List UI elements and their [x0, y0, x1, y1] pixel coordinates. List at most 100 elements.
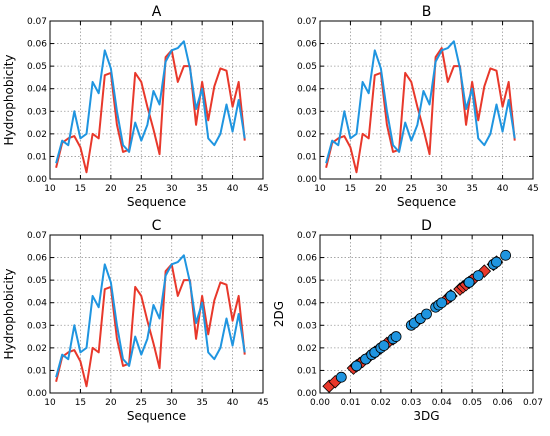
x-tick-label: 25 [136, 398, 147, 408]
y-tick-label: 0.03 [297, 107, 317, 117]
x-tick-label: 40 [497, 184, 509, 194]
y-tick-label: 0.07 [297, 231, 317, 241]
x-tick-label: 35 [196, 398, 207, 408]
series-line-blue [325, 40, 516, 164]
x-tick-label: 20 [105, 184, 117, 194]
x-tick-label: 30 [166, 184, 178, 194]
x-tick-label: 40 [227, 398, 239, 408]
y-tick-label: 0.01 [297, 366, 317, 376]
panel-title: C [152, 218, 162, 234]
y-tick-label: 0.00 [27, 175, 47, 185]
x-tick-label: 0.02 [371, 398, 391, 408]
x-tick-label: 10 [44, 398, 56, 408]
scatter-point-blue [463, 276, 475, 288]
y-axis-label: 2DG [272, 301, 286, 327]
y-tick-label: 0.03 [297, 321, 317, 331]
plot-frame [49, 20, 264, 180]
panel-title: B [422, 4, 432, 20]
x-axis-label: 3DG [413, 409, 439, 423]
y-tick-label: 0.04 [297, 299, 317, 309]
scatter-point-blue [335, 371, 347, 383]
x-tick-label: 40 [227, 184, 239, 194]
y-tick-label: 0.03 [27, 321, 47, 331]
x-axis-label: Sequence [127, 409, 186, 423]
x-tick-label: 0.06 [493, 398, 513, 408]
x-tick-label: 15 [75, 398, 86, 408]
y-tick-label: 0.06 [27, 254, 47, 264]
scatter-point-blue [445, 290, 457, 302]
series-line-red [325, 47, 516, 174]
y-tick-label: 0.05 [27, 62, 47, 72]
y-tick-label: 0.04 [27, 85, 47, 95]
y-tick-label: 0.06 [27, 40, 47, 50]
x-tick-label: 25 [136, 184, 147, 194]
y-axis-label: Hydrophobicity [2, 268, 16, 359]
y-tick-label: 0.05 [27, 276, 47, 286]
x-tick-label: 35 [466, 184, 477, 194]
series-line-red [55, 263, 246, 388]
y-tick-label: 0.06 [297, 254, 317, 264]
x-tick-label: 20 [375, 184, 387, 194]
y-tick-label: 0.04 [297, 85, 317, 95]
y-tick-label: 0.07 [27, 17, 47, 27]
plot-frame [49, 234, 264, 394]
plot-frame [319, 20, 534, 180]
panel-d: 0.00 0.01 0.02 0.03 0.04 0.05 0.06 0.07 0.00 0.01… [272, 218, 543, 423]
series-line-blue [55, 40, 246, 164]
series-line-red [55, 49, 246, 174]
x-tick-label: 10 [314, 184, 326, 194]
series-line-blue [55, 254, 246, 378]
y-tick-label: 0.00 [297, 175, 317, 185]
x-tick-label: 45 [257, 398, 268, 408]
x-tick-label: 15 [75, 184, 86, 194]
y-tick-label: 0.02 [297, 344, 317, 354]
scatter-point-blue [436, 297, 448, 309]
plot-frame [319, 234, 534, 394]
x-tick-label: 15 [345, 184, 356, 194]
y-tick-label: 0.06 [297, 40, 317, 50]
x-axis-label: Sequence [127, 195, 186, 209]
x-tick-label: 35 [196, 184, 207, 194]
scatter-point-blue [421, 308, 432, 320]
x-tick-label: 10 [44, 184, 56, 194]
y-tick-label: 0.04 [27, 299, 47, 309]
y-tick-label: 0.03 [27, 107, 47, 117]
x-tick-label: 30 [436, 184, 448, 194]
x-tick-label: 0.00 [310, 398, 330, 408]
x-axis-label: Sequence [397, 195, 456, 209]
x-tick-label: 45 [257, 184, 268, 194]
y-tick-label: 0.02 [297, 130, 317, 140]
x-tick-label: 0.07 [523, 398, 543, 408]
y-tick-label: 0.07 [297, 17, 317, 27]
x-tick-label: 25 [406, 184, 417, 194]
y-tick-label: 0.02 [27, 344, 47, 354]
panel-title: D [421, 218, 432, 234]
scatter-point-blue [390, 331, 402, 342]
scatter-point-blue [500, 249, 512, 261]
scatter-point-blue [351, 360, 362, 372]
y-tick-label: 0.05 [297, 276, 317, 286]
x-tick-label: 0.01 [340, 398, 360, 408]
x-tick-label: 30 [166, 398, 178, 408]
y-tick-label: 0.02 [27, 130, 47, 140]
x-tick-label: 20 [105, 398, 117, 408]
panel-c: 10 15 20 25 30 35 40 45 0.00 0.01 0.02 0.03 0.04 0.05… [2, 218, 269, 423]
y-tick-label: 0.01 [297, 152, 317, 162]
y-tick-label: 0.00 [297, 389, 317, 399]
x-tick-label: 0.04 [432, 398, 452, 408]
x-tick-label: 45 [527, 184, 538, 194]
y-tick-label: 0.00 [27, 389, 47, 399]
panel-title: A [152, 4, 162, 20]
scatter-point-blue [378, 340, 390, 352]
y-tick-label: 0.01 [27, 152, 47, 162]
x-tick-label: 0.05 [462, 398, 482, 408]
scatter-point-blue [491, 256, 502, 268]
y-tick-label: 0.05 [297, 62, 317, 72]
scatter-point-blue [472, 270, 484, 282]
panel-a: 10 15 20 25 30 35 40 45 0.00 0.01 0.02 0.03 0.04 0.05… [2, 4, 269, 209]
y-tick-label: 0.01 [27, 366, 47, 376]
y-tick-label: 0.07 [27, 231, 47, 241]
y-axis-label: Hydrophobicity [2, 54, 16, 145]
